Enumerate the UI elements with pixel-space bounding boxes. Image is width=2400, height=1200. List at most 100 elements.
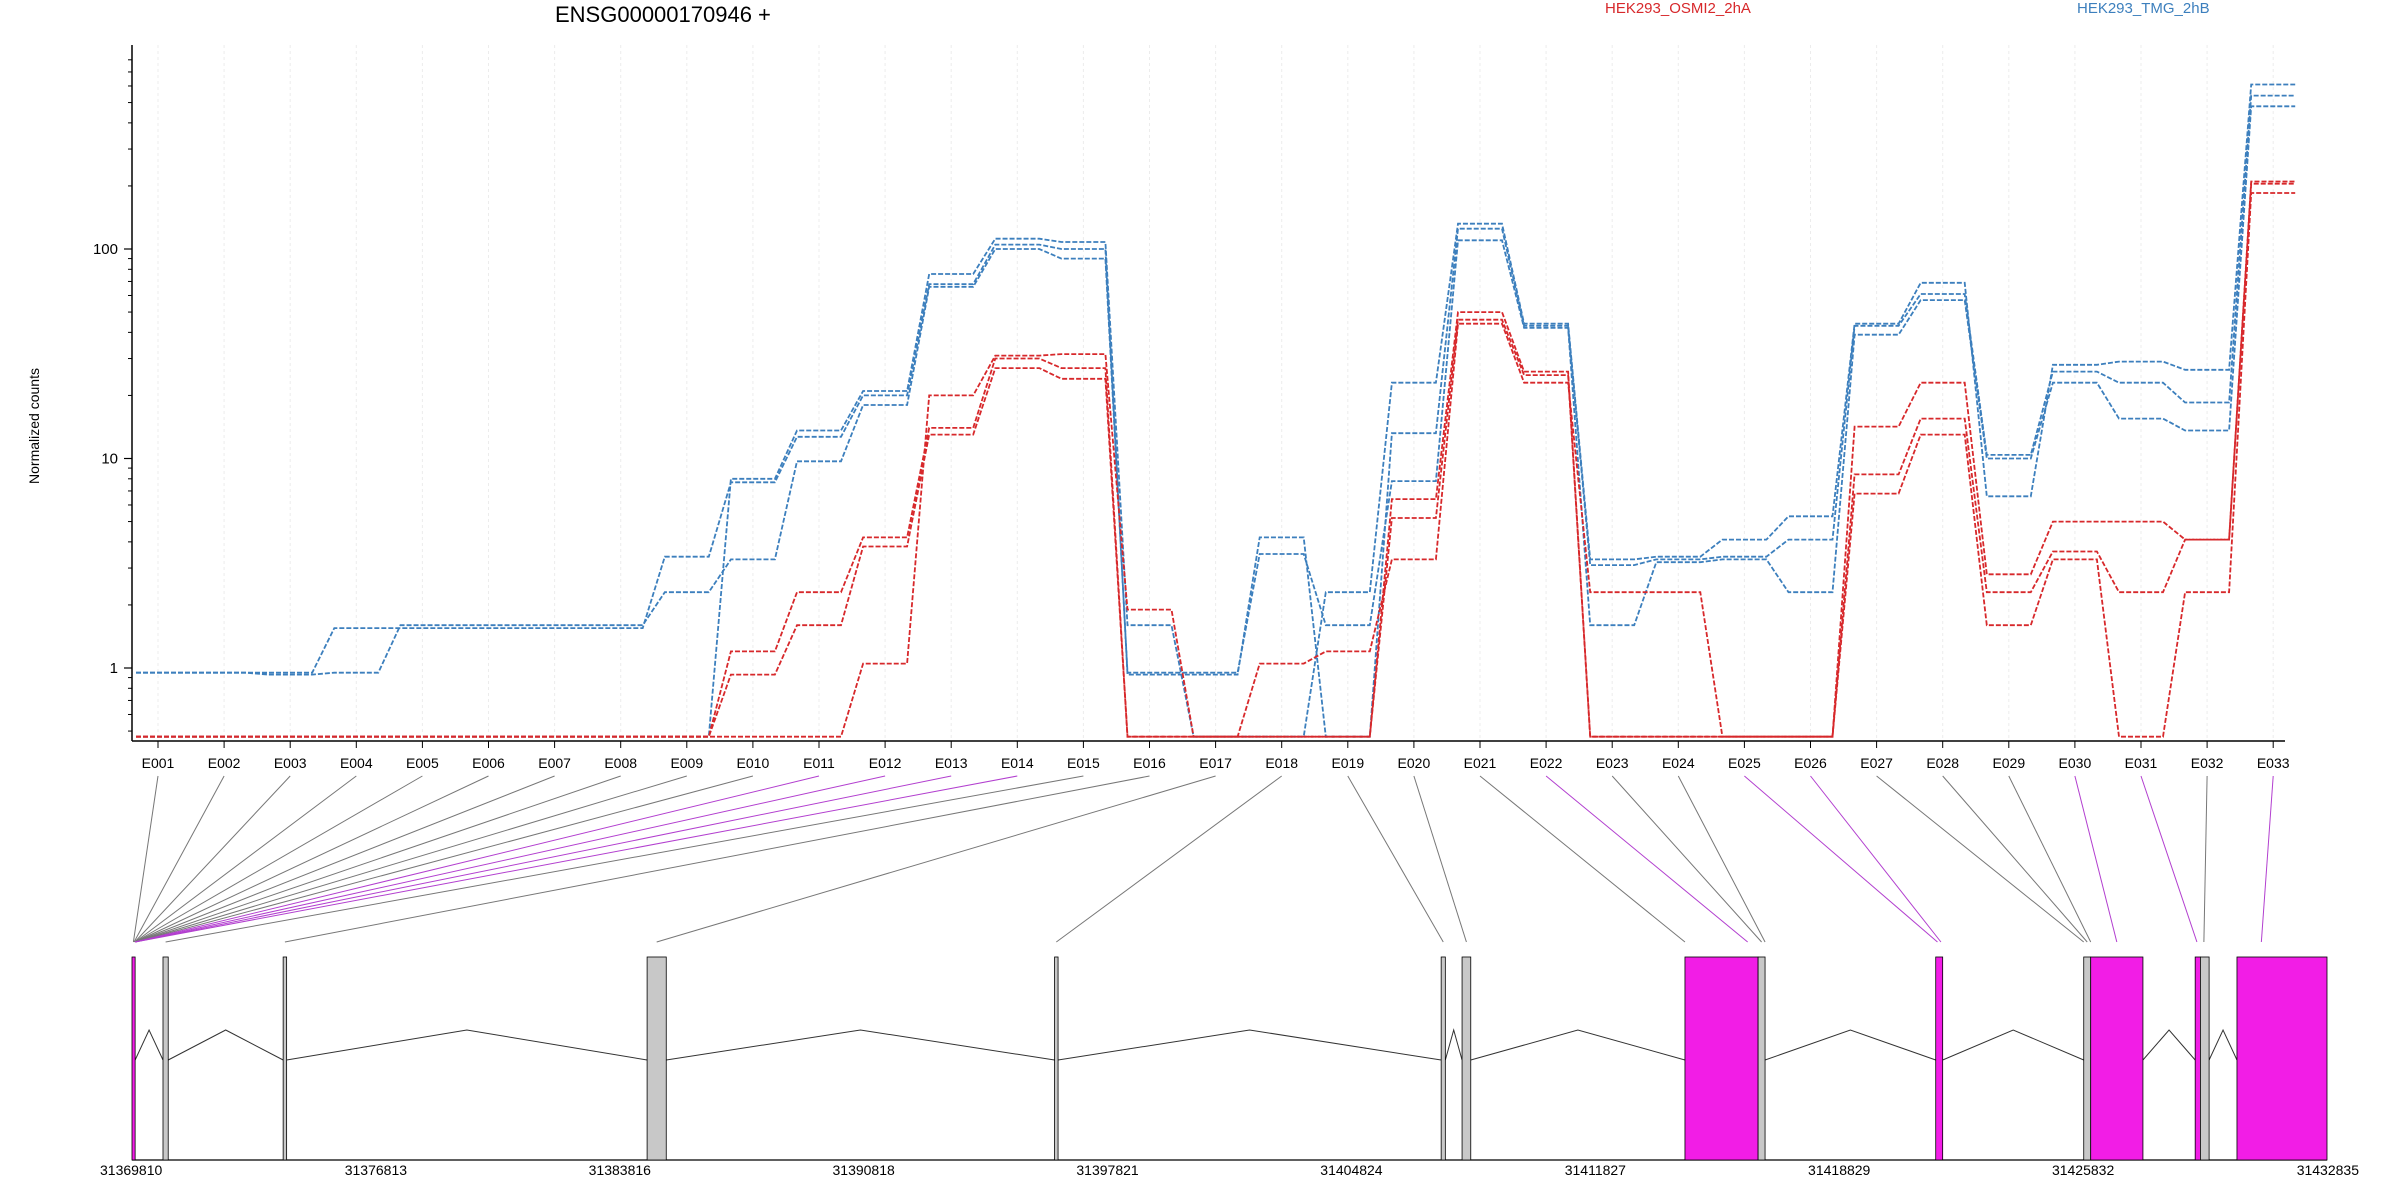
- x-tick-label-E017: E017: [1199, 755, 1232, 771]
- vertical-gridlines: [157, 45, 2274, 741]
- x-tick-label-E016: E016: [1133, 755, 1166, 771]
- exon-box: [2200, 956, 2210, 1161]
- x-tick-label-E025: E025: [1728, 755, 1761, 771]
- x-tick-label-E002: E002: [208, 755, 241, 771]
- link-line-E025: [1744, 775, 1938, 943]
- intron: [286, 1029, 648, 1061]
- link-line-E007: [134, 775, 555, 943]
- intron: [134, 1028, 164, 1061]
- link-line-E016: [284, 775, 1150, 943]
- link-line-E030: [2074, 775, 2118, 943]
- intron: [1057, 1029, 1442, 1061]
- genomic-position-label: 31425832: [2052, 1162, 2115, 1178]
- x-tick-label-E015: E015: [1067, 755, 1100, 771]
- link-line-E026: [1810, 775, 1942, 943]
- x-tick-label-E027: E027: [1860, 755, 1893, 771]
- intron: [666, 1029, 1055, 1061]
- x-tick-label-E018: E018: [1265, 755, 1298, 771]
- link-line-E012: [135, 775, 886, 943]
- series-line-blue-1: [136, 94, 2296, 738]
- genomic-position-label: 31376813: [345, 1162, 408, 1178]
- link-line-E021: [1479, 775, 1686, 943]
- exon-box: [1440, 956, 1446, 1161]
- x-tick-label-E023: E023: [1596, 755, 1629, 771]
- x-tick-label-E011: E011: [803, 755, 835, 771]
- intron: [1942, 1029, 2084, 1061]
- link-line-E008: [134, 775, 621, 943]
- intron: [2208, 1028, 2238, 1061]
- genomic-position-label: 31397821: [1076, 1162, 1139, 1178]
- x-tick-label-E014: E014: [1001, 755, 1034, 771]
- x-tick-label-E005: E005: [406, 755, 439, 771]
- x-tick-label-E008: E008: [604, 755, 637, 771]
- axes: 1 10 100: [93, 45, 2285, 742]
- genomic-position-label: 31383816: [589, 1162, 652, 1178]
- exon-box: [2236, 956, 2328, 1161]
- genomic-position-label: 31418829: [1808, 1162, 1871, 1178]
- exon-box: [2083, 956, 2092, 1161]
- series-lines: [136, 83, 2296, 738]
- exon-box: [131, 956, 136, 1161]
- link-line-E006: [134, 775, 489, 943]
- exon-box: [1935, 956, 1944, 1161]
- intron: [1470, 1029, 1686, 1061]
- x-tick-label-E012: E012: [869, 755, 902, 771]
- genomic-position-label: 31369810: [100, 1162, 163, 1178]
- link-line-E009: [134, 775, 687, 943]
- link-line-E032: [2203, 775, 2208, 943]
- exon-box: [2090, 956, 2144, 1161]
- genomic-position-label: 31411827: [1565, 1162, 1626, 1178]
- link-line-E013: [135, 775, 952, 943]
- x-tick-label-E033: E033: [2257, 755, 2290, 771]
- x-tick-label-E022: E022: [1530, 755, 1563, 771]
- intron: [1444, 1028, 1463, 1061]
- series-line-blue-2: [136, 83, 2296, 738]
- exon-box: [2194, 956, 2201, 1161]
- legend-entry-osmi2: HEK293_OSMI2_2hA: [1605, 0, 1751, 17]
- intron: [2142, 1029, 2196, 1061]
- link-line-E014: [135, 775, 1018, 943]
- x-tick-label-E031: E031: [2125, 755, 2158, 771]
- link-line-E015: [165, 775, 1084, 943]
- link-line-E020: [1413, 775, 1467, 943]
- genomic-position-label: 31404824: [1320, 1162, 1383, 1178]
- y-tick-label: 1: [110, 660, 118, 677]
- y-tick-label: 10: [101, 451, 118, 468]
- x-tick-label-E021: E021: [1464, 755, 1497, 771]
- x-tick-label-E020: E020: [1398, 755, 1431, 771]
- link-line-E027: [1876, 775, 2085, 943]
- link-line-E002: [133, 775, 225, 943]
- exon-box: [1054, 956, 1059, 1161]
- x-tick-label-E004: E004: [340, 755, 373, 771]
- x-tick-label-E010: E010: [737, 755, 770, 771]
- x-tick-label-E028: E028: [1926, 755, 1959, 771]
- legend-entry-tmg: HEK293_TMG_2hB: [2077, 0, 2210, 17]
- link-line-E019: [1347, 775, 1444, 943]
- x-tick-label-E006: E006: [472, 755, 505, 771]
- genomic-position-label: 31390818: [833, 1162, 896, 1178]
- chart-title: ENSG00000170946 +: [555, 2, 771, 27]
- link-line-E011: [135, 775, 820, 943]
- link-line-E029: [2008, 775, 2092, 943]
- series-line-red-5: [136, 180, 2296, 738]
- intron: [1764, 1029, 1936, 1061]
- link-line-E010: [135, 775, 754, 943]
- x-tick-label-E026: E026: [1794, 755, 1827, 771]
- link-line-E028: [1942, 775, 2088, 943]
- genomic-axis-labels: 31369810 31376813 31383816 31390818 31397821…: [100, 1162, 2359, 1178]
- x-tick-label-E001: E001: [142, 755, 175, 771]
- exon-box: [162, 956, 169, 1161]
- exon-link-lines: [132, 775, 2274, 943]
- x-tick-label-E013: E013: [935, 755, 968, 771]
- exon-tick-labels: E001 E002 E003 E004 E005 E006 E007 E008 E009 E010…: [142, 741, 2290, 771]
- exon-box: [1757, 956, 1766, 1161]
- x-tick-label-E019: E019: [1331, 755, 1364, 771]
- link-line-E023: [1611, 775, 1762, 943]
- exon-box: [646, 956, 667, 1161]
- x-tick-label-E003: E003: [274, 755, 307, 771]
- x-tick-label-E030: E030: [2059, 755, 2092, 771]
- link-line-E018: [1056, 775, 1282, 943]
- exon-box: [282, 956, 288, 1161]
- exon-box: [1461, 956, 1472, 1161]
